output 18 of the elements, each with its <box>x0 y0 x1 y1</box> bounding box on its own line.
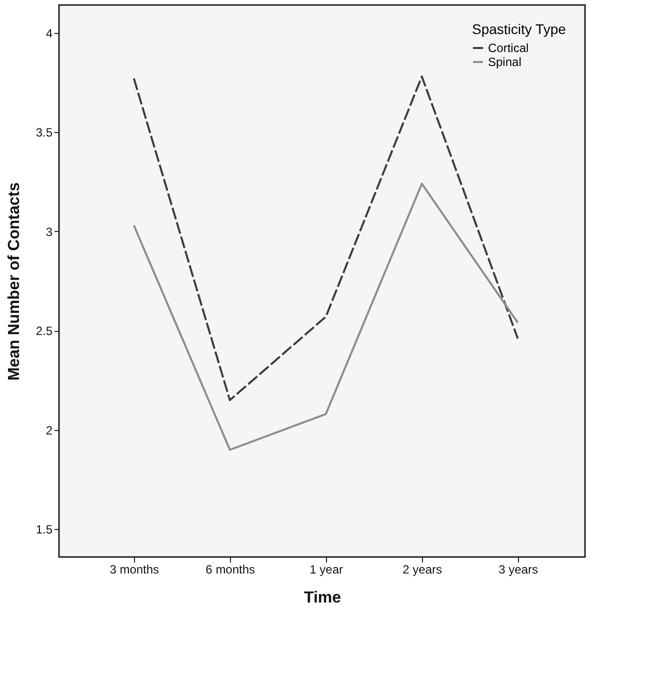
x-tick-label: 6 months <box>206 562 256 576</box>
x-tick-label: 2 years <box>402 562 442 576</box>
y-tick-label: 3.5 <box>36 126 53 140</box>
x-axis-title: Time <box>304 590 342 606</box>
line-series <box>132 182 519 451</box>
y-axis-title: Mean Number of Contacts <box>6 182 23 381</box>
x-tick-label: 1 year <box>310 562 344 576</box>
y-tick-label: 3 <box>46 224 53 239</box>
legend-title: Spasticity Type <box>472 21 566 37</box>
x-tick-label: 3 years <box>498 562 538 576</box>
line-series <box>132 75 519 402</box>
y-tick-label: 4 <box>46 26 53 40</box>
y-tick-label: 1.5 <box>36 522 53 537</box>
x-tick-label: 3 months <box>110 562 160 576</box>
legend-label: Cortical <box>488 41 529 55</box>
y-tick-label: 2 <box>46 423 53 438</box>
y-tick-label: 2.5 <box>36 324 53 338</box>
legend-label: Spinal <box>488 55 522 69</box>
